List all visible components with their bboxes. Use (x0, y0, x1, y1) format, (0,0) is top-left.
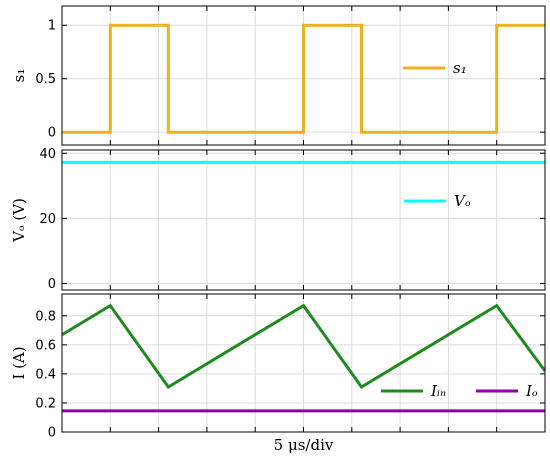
y-tick-label: 0.2 (35, 396, 56, 411)
y-tick-label: 0.8 (35, 309, 56, 324)
x-axis-label: 5 μs/div (274, 436, 334, 454)
y-axis-label: s₁ (10, 69, 28, 83)
y-tick-label: 20 (39, 212, 56, 227)
panel-frame (61, 293, 546, 433)
y-tick-label: 0.4 (35, 367, 56, 382)
panel-3: 0 0.2 0.4 0.6 0.8 I (A) Iᵢₙ Iₒ (10, 293, 546, 441)
panels: 0 0.5 1 s₁ s₁ 0 20 40 Vₒ (V) Vₒ 0 0.2 0.4 0.6 0.8 I (A)… (10, 5, 546, 441)
panel-frame (61, 5, 546, 146)
y-tick-label: 0 (48, 126, 56, 141)
legend-label-io: Iₒ (525, 382, 538, 400)
y-axis-label: Vₒ (V) (10, 198, 28, 243)
y-tick-label: 0 (48, 426, 56, 441)
y-axis-label: I (A) (10, 346, 28, 379)
panel-frame (61, 149, 546, 291)
panel-2: 0 20 40 Vₒ (V) Vₒ (10, 147, 546, 292)
y-tick-label: 0 (48, 277, 56, 292)
legend-label-vo: Vₒ (454, 192, 471, 210)
legend-label-s1: s₁ (453, 59, 467, 77)
series-line-iin (62, 303, 545, 390)
series-line-s1 (62, 23, 545, 134)
y-tick-label: 40 (39, 147, 56, 162)
legend-label-iin: Iᵢₙ (430, 382, 446, 400)
y-tick-label: 0.5 (35, 72, 56, 87)
panel-1: 0 0.5 1 s₁ s₁ (10, 5, 546, 146)
y-tick-label: 1 (48, 19, 56, 34)
y-tick-label: 0.6 (35, 338, 56, 353)
